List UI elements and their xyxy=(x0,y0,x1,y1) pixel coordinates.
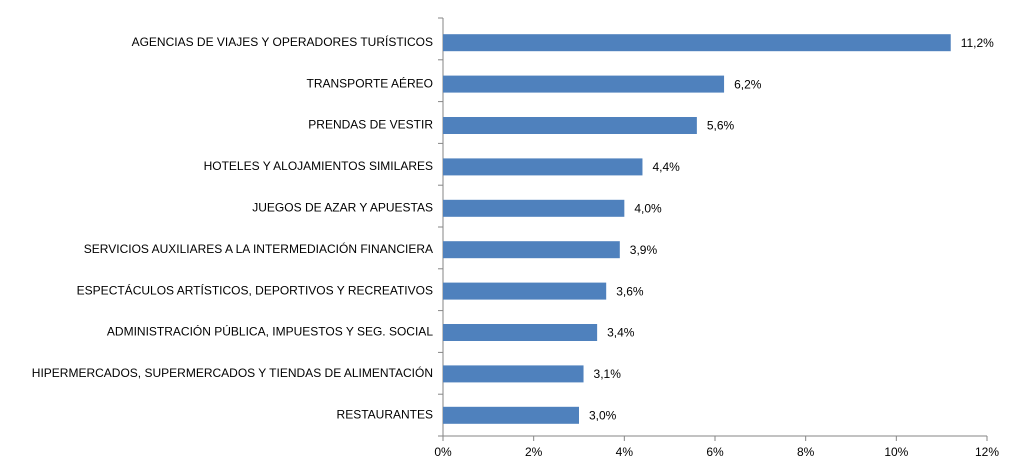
x-tick-label: 8% xyxy=(797,445,815,459)
bar xyxy=(443,117,697,134)
bar xyxy=(443,34,951,52)
y-tick-label: ESPECTÁCULOS ARTÍSTICOS, DEPORTIVOS Y RE… xyxy=(77,282,433,297)
bar xyxy=(443,75,725,93)
y-tick-label: RESTAURANTES xyxy=(337,407,433,421)
bar xyxy=(443,241,620,259)
value-label: 4,4% xyxy=(652,160,680,174)
y-tick-label: AGENCIAS DE VIAJES Y OPERADORES TURÍSTIC… xyxy=(132,34,433,49)
value-label: 3,0% xyxy=(589,408,617,422)
bar xyxy=(443,365,584,383)
y-tick-label: HOTELES Y ALOJAMIENTOS SIMILARES xyxy=(204,159,433,173)
x-tick-label: 4% xyxy=(616,445,634,459)
y-tick-label: ADMINISTRACIÓN PÚBLICA, IMPUESTOS Y SEG.… xyxy=(107,324,433,339)
bar xyxy=(443,158,643,176)
y-tick-label: TRANSPORTE AÉREO xyxy=(307,75,433,90)
y-tick-label: HIPERMERCADOS, SUPERMERCADOS Y TIENDAS D… xyxy=(32,365,433,380)
bar xyxy=(443,199,625,217)
value-label: 11,2% xyxy=(961,36,994,50)
value-label: 3,1% xyxy=(594,367,622,381)
x-tick-label: 2% xyxy=(525,445,543,459)
value-label: 4,0% xyxy=(634,201,662,215)
bar xyxy=(443,282,607,300)
value-label: 3,9% xyxy=(630,243,658,257)
x-tick-label: 10% xyxy=(884,445,908,459)
bar xyxy=(443,406,579,424)
value-label: 6,2% xyxy=(734,77,762,91)
y-tick-label: PRENDAS DE VESTIR xyxy=(308,118,433,132)
x-tick-label: 6% xyxy=(706,445,724,459)
y-tick-label: JUEGOS DE AZAR Y APUESTAS xyxy=(252,200,433,214)
x-tick-label: 12% xyxy=(975,445,999,459)
value-label: 5,6% xyxy=(707,119,735,133)
value-label: 3,4% xyxy=(607,326,635,340)
y-tick-label: SERVICIOS AUXILIARES A LA INTERMEDIACIÓN… xyxy=(84,241,433,256)
x-tick-label: 0% xyxy=(434,445,452,459)
bar xyxy=(443,324,598,341)
value-label: 3,6% xyxy=(616,284,644,298)
